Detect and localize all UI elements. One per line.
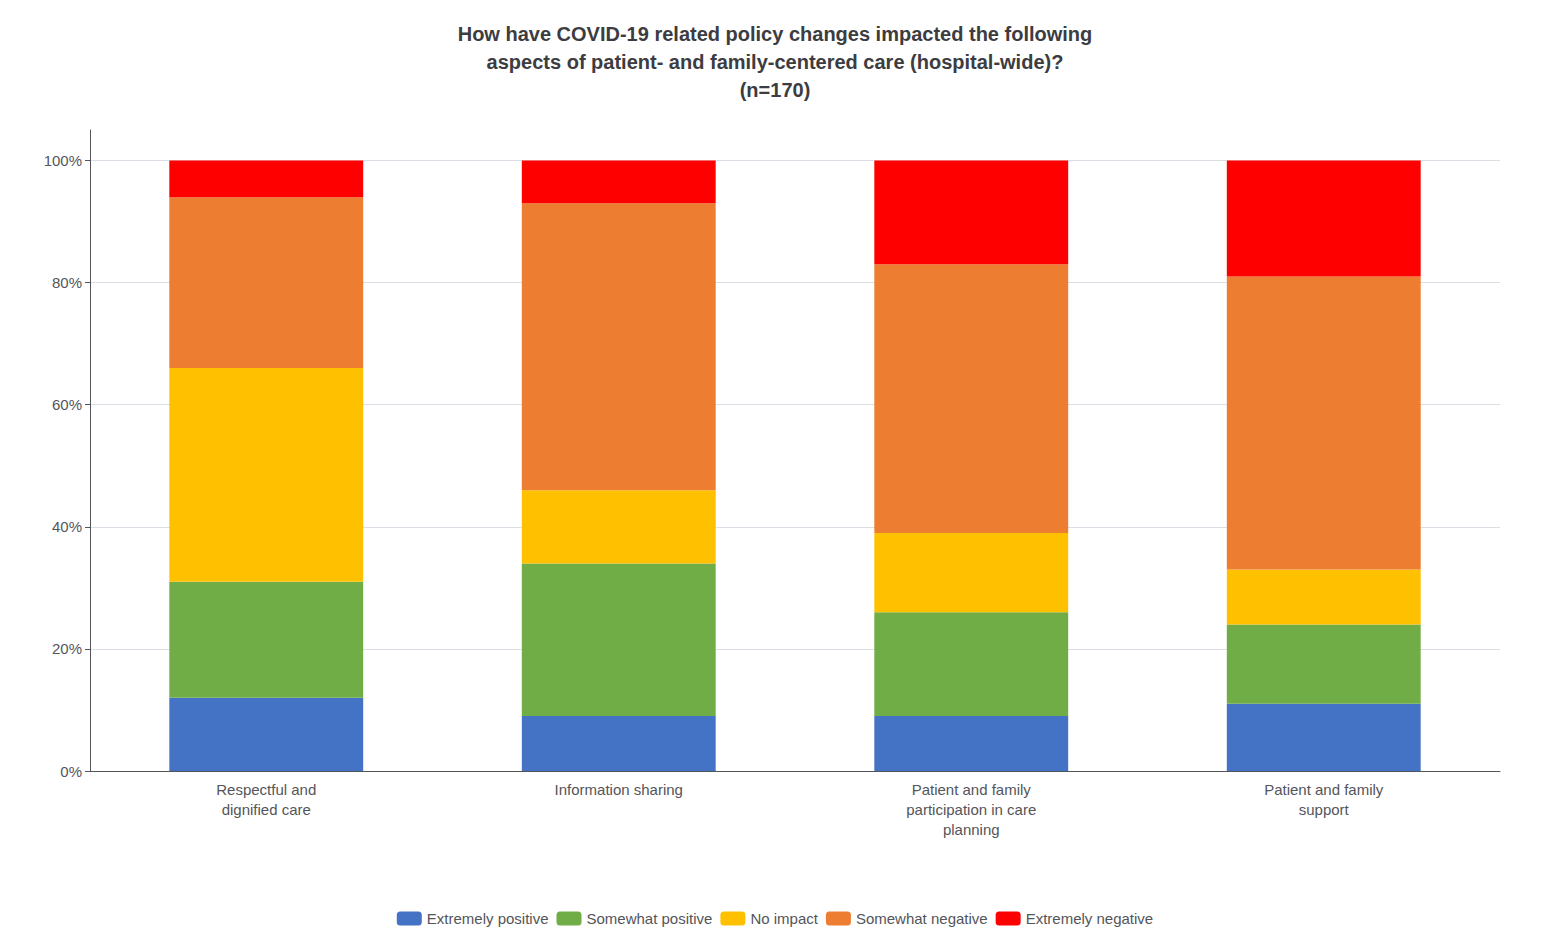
svg-text:How have COVID-19 related poli: How have COVID-19 related policy changes… bbox=[458, 23, 1093, 45]
svg-text:support: support bbox=[1299, 801, 1350, 818]
svg-text:aspects of patient- and family: aspects of patient- and family-centered … bbox=[487, 51, 1064, 73]
svg-text:Respectful and: Respectful and bbox=[216, 781, 316, 798]
svg-text:60%: 60% bbox=[52, 396, 82, 413]
svg-text:No impact: No impact bbox=[750, 910, 818, 927]
svg-text:Somewhat positive: Somewhat positive bbox=[586, 910, 712, 927]
svg-text:100%: 100% bbox=[44, 152, 82, 169]
svg-text:Extremely negative: Extremely negative bbox=[1026, 910, 1154, 927]
svg-text:Somewhat negative: Somewhat negative bbox=[856, 910, 988, 927]
svg-text:participation in care: participation in care bbox=[906, 801, 1036, 818]
svg-text:40%: 40% bbox=[52, 518, 82, 535]
svg-text:planning: planning bbox=[943, 821, 1000, 838]
svg-text:dignified care: dignified care bbox=[222, 801, 311, 818]
svg-text:80%: 80% bbox=[52, 274, 82, 291]
svg-text:Patient and family: Patient and family bbox=[1264, 781, 1384, 798]
svg-text:(n=170): (n=170) bbox=[740, 79, 811, 101]
svg-text:Patient and family: Patient and family bbox=[912, 781, 1032, 798]
svg-text:0%: 0% bbox=[60, 763, 82, 780]
svg-text:20%: 20% bbox=[52, 640, 82, 657]
svg-text:Information sharing: Information sharing bbox=[555, 781, 683, 798]
svg-text:Extremely positive: Extremely positive bbox=[427, 910, 549, 927]
